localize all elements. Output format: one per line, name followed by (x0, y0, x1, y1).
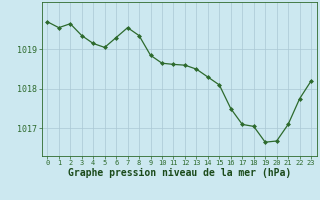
X-axis label: Graphe pression niveau de la mer (hPa): Graphe pression niveau de la mer (hPa) (68, 168, 291, 178)
